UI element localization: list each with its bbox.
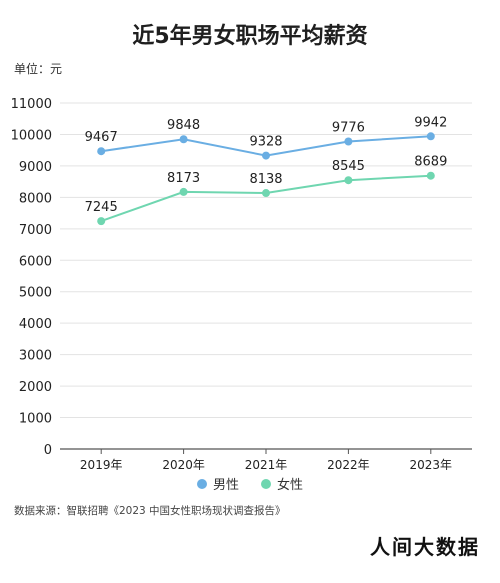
data-point [179,187,188,196]
y-tick-label: 9000 [19,160,52,175]
data-point [262,151,270,160]
data-point [344,176,353,185]
y-tick-label: 7000 [19,223,52,238]
y-tick-label: 6000 [19,254,52,269]
y-tick-label: 8000 [19,191,52,206]
y-tick-label: 0 [44,443,52,458]
data-label: 8689 [414,155,447,170]
data-point [344,137,353,146]
data-point [426,132,435,141]
x-tick-label: 2023年 [410,458,453,470]
x-tick-labels: 2019年 2020年 2021年 2022年 2023年 [80,449,452,470]
legend: 男性 女性 [0,474,500,493]
series-points [97,132,435,226]
data-label: 9942 [414,115,447,130]
data-source: 数据来源：智联招聘《2023 中国女性职场现状调查报告》 [14,505,286,517]
y-tick-label: 3000 [19,349,52,364]
y-tick-label: 4000 [19,317,52,332]
legend-item-male[interactable]: 男性 [196,474,239,493]
y-tick-label: 2000 [19,380,52,395]
data-label: 8138 [249,172,282,187]
legend-dot-male [196,478,207,489]
data-point [97,147,106,156]
y-tick-label: 11000 [11,97,52,112]
legend-label-female: 女性 [277,478,304,493]
chart-title: 近5年男女职场平均薪资 [132,24,368,49]
data-point [262,189,270,198]
y-tick-label: 1000 [19,412,52,427]
x-tick-label: 2020年 [162,458,205,470]
x-tick-label: 2022年 [327,458,370,470]
legend-item-female[interactable]: 女性 [261,474,303,493]
data-label: 8173 [167,171,200,186]
y-tick-label: 5000 [19,286,52,301]
data-point [179,135,188,144]
data-label: 7245 [85,200,118,215]
data-label: 9776 [332,121,365,136]
legend-dot-female [261,478,271,489]
y-tick-labels: 0 1000 2000 3000 4000 5000 6000 7000 8000 9000 100… [11,97,52,458]
x-tick-label: 2019年 [80,458,123,470]
data-label: 9467 [85,130,118,145]
data-point [97,217,106,226]
data-labels: 9467 9848 9328 9776 9942 7245 8173 8138 8545 8689 [85,115,448,215]
unit-label: 单位：元 [14,62,63,76]
x-tick-label: 2021年 [245,458,288,470]
y-tick-label: 10000 [11,128,52,143]
legend-label-male: 男性 [212,478,239,493]
data-label: 9848 [167,118,200,133]
data-label: 9328 [249,135,282,150]
data-point [426,171,435,180]
brand-logo: 人间大数据 [370,535,480,559]
line-chart: 0 1000 2000 3000 4000 5000 6000 7000 8000 9000 100… [11,97,472,470]
data-label: 8545 [332,159,365,174]
